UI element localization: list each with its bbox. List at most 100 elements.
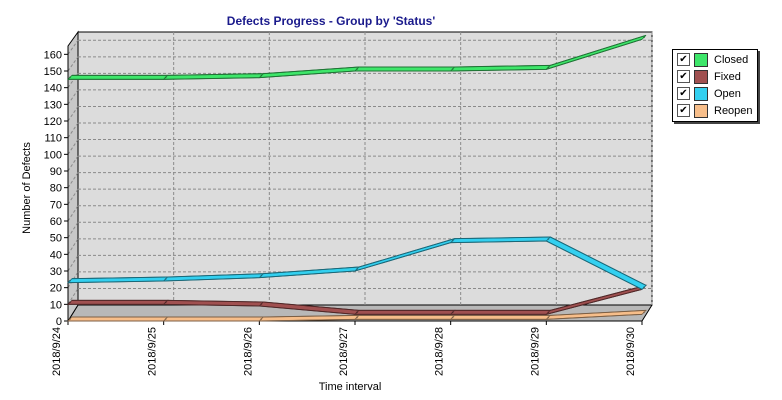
series-line-open: [71, 236, 647, 286]
legend-swatch: [694, 69, 708, 84]
gridline-depth: [67, 139, 79, 155]
series-ribbon-fixed: [449, 309, 552, 315]
checkbox-icon[interactable]: ✔: [677, 87, 690, 100]
series-ribbon-reopen: [67, 316, 169, 322]
data-point-fixed: [164, 301, 167, 304]
series-ribbon-closed: [67, 74, 169, 80]
legend-label: Closed: [714, 53, 749, 66]
x-tick-label: 2018/9/27: [338, 327, 350, 376]
legend-item-reopen[interactable]: ✔ Reopen: [673, 102, 757, 119]
y-tick-label: 30: [50, 266, 62, 278]
x-tick-label: 2018/9/30: [625, 327, 637, 376]
gridline-depth: [67, 122, 79, 138]
y-tick-label: 60: [50, 216, 62, 228]
y-axis-label: Number of Defects: [21, 142, 33, 234]
y-tick-label: 130: [44, 99, 62, 111]
gridline-depth: [67, 205, 79, 222]
data-point-closed: [547, 66, 550, 69]
y-tick-label: 40: [50, 249, 62, 261]
data-point-reopen: [547, 316, 550, 319]
series-ribbon-reopen: [162, 316, 265, 322]
y-tick-label: 110: [44, 133, 62, 145]
data-point-reopen: [451, 316, 454, 319]
data-point-reopen: [164, 318, 167, 320]
legend-swatch: [694, 86, 708, 101]
gridline-depth: [67, 106, 79, 122]
checkbox-icon[interactable]: ✔: [677, 53, 690, 66]
data-point-fixed: [451, 311, 454, 314]
data-point-reopen: [643, 311, 645, 314]
data-point-open: [164, 278, 167, 280]
data-point-closed: [643, 36, 645, 39]
data-point-closed: [69, 76, 71, 79]
data-point-closed: [164, 76, 167, 79]
chart-title: Defects Progress - Group by 'Status': [227, 14, 436, 28]
y-tick-label: 100: [44, 149, 62, 161]
x-tick-label: 2018/9/26: [242, 327, 254, 376]
series-ribbon-reopen: [354, 314, 456, 320]
gridline-depth: [67, 238, 79, 255]
y-tick-label: 120: [44, 116, 62, 128]
gridline-depth: [67, 271, 79, 288]
y-tick-label: 90: [50, 166, 62, 178]
y-tick-label: 160: [44, 49, 62, 61]
series-ribbon-fixed: [354, 309, 456, 315]
legend-label: Reopen: [714, 104, 753, 117]
data-point-open: [547, 238, 550, 240]
data-point-fixed: [260, 303, 263, 305]
y-tick-label: 0: [56, 316, 62, 328]
data-point-reopen: [260, 318, 263, 320]
gridline-depth: [67, 188, 79, 205]
legend-label: Open: [714, 87, 741, 100]
gridline-depth: [67, 255, 79, 272]
series-edge-fixed: [68, 288, 643, 315]
legend-label: Fixed: [714, 70, 741, 83]
legend-swatch: [694, 52, 708, 67]
gridline-depth: [67, 155, 79, 172]
data-point-reopen: [69, 318, 71, 320]
series-edge-open: [67, 240, 643, 290]
checkbox-icon[interactable]: ✔: [677, 104, 690, 117]
series-edge-closed: [68, 38, 643, 80]
data-point-open: [69, 279, 71, 282]
data-point-open: [451, 239, 454, 242]
x-tick-label: 2018/9/24: [51, 327, 63, 376]
plot-area: 0 10 20 30 40 50 60 70 80 90 100 110 120 130 140 150 160…: [44, 30, 653, 376]
checkbox-icon[interactable]: ✔: [677, 70, 690, 83]
gridline-depth: [67, 222, 79, 238]
data-point-fixed: [356, 311, 358, 314]
x-tick-label: 2018/9/28: [434, 327, 446, 376]
gridline-depth: [67, 288, 79, 305]
y-tick-label: 10: [50, 299, 62, 311]
y-tick-label: 70: [50, 199, 62, 211]
series-line-reopen: [72, 309, 647, 318]
legend-item-open[interactable]: ✔ Open: [673, 85, 757, 102]
legend: ✔ Closed ✔ Fixed ✔ Open ✔ Reopen: [672, 49, 758, 122]
gridline-depth: [67, 73, 79, 88]
series-line-fixed: [72, 284, 647, 311]
series-ribbon-closed: [354, 66, 456, 72]
series-ribbon-fixed: [67, 299, 169, 305]
legend-item-closed[interactable]: ✔ Closed: [673, 51, 757, 68]
x-tick-label: 2018/9/25: [147, 327, 159, 376]
gridline-depth: [67, 172, 79, 188]
y-tick-label: 50: [50, 233, 62, 245]
x-axis-label: Time interval: [319, 381, 382, 393]
gridline-depth: [67, 89, 79, 105]
legend-item-fixed[interactable]: ✔ Fixed: [673, 68, 757, 85]
data-point-closed: [260, 74, 263, 77]
data-point-closed: [451, 68, 454, 70]
gridline-depth: [67, 56, 79, 72]
data-point-fixed: [547, 311, 550, 314]
x-tick-label: 2018/9/29: [529, 327, 541, 376]
y-tick-label: 80: [50, 183, 62, 195]
y-tick-label: 20: [50, 283, 62, 295]
series-edge-reopen: [68, 313, 643, 322]
series-line-closed: [72, 34, 647, 76]
data-point-closed: [356, 68, 358, 70]
series-ribbon-reopen: [449, 314, 552, 320]
data-point-fixed: [69, 301, 71, 304]
y-tick-label: 140: [44, 83, 62, 95]
data-point-open: [260, 274, 263, 277]
